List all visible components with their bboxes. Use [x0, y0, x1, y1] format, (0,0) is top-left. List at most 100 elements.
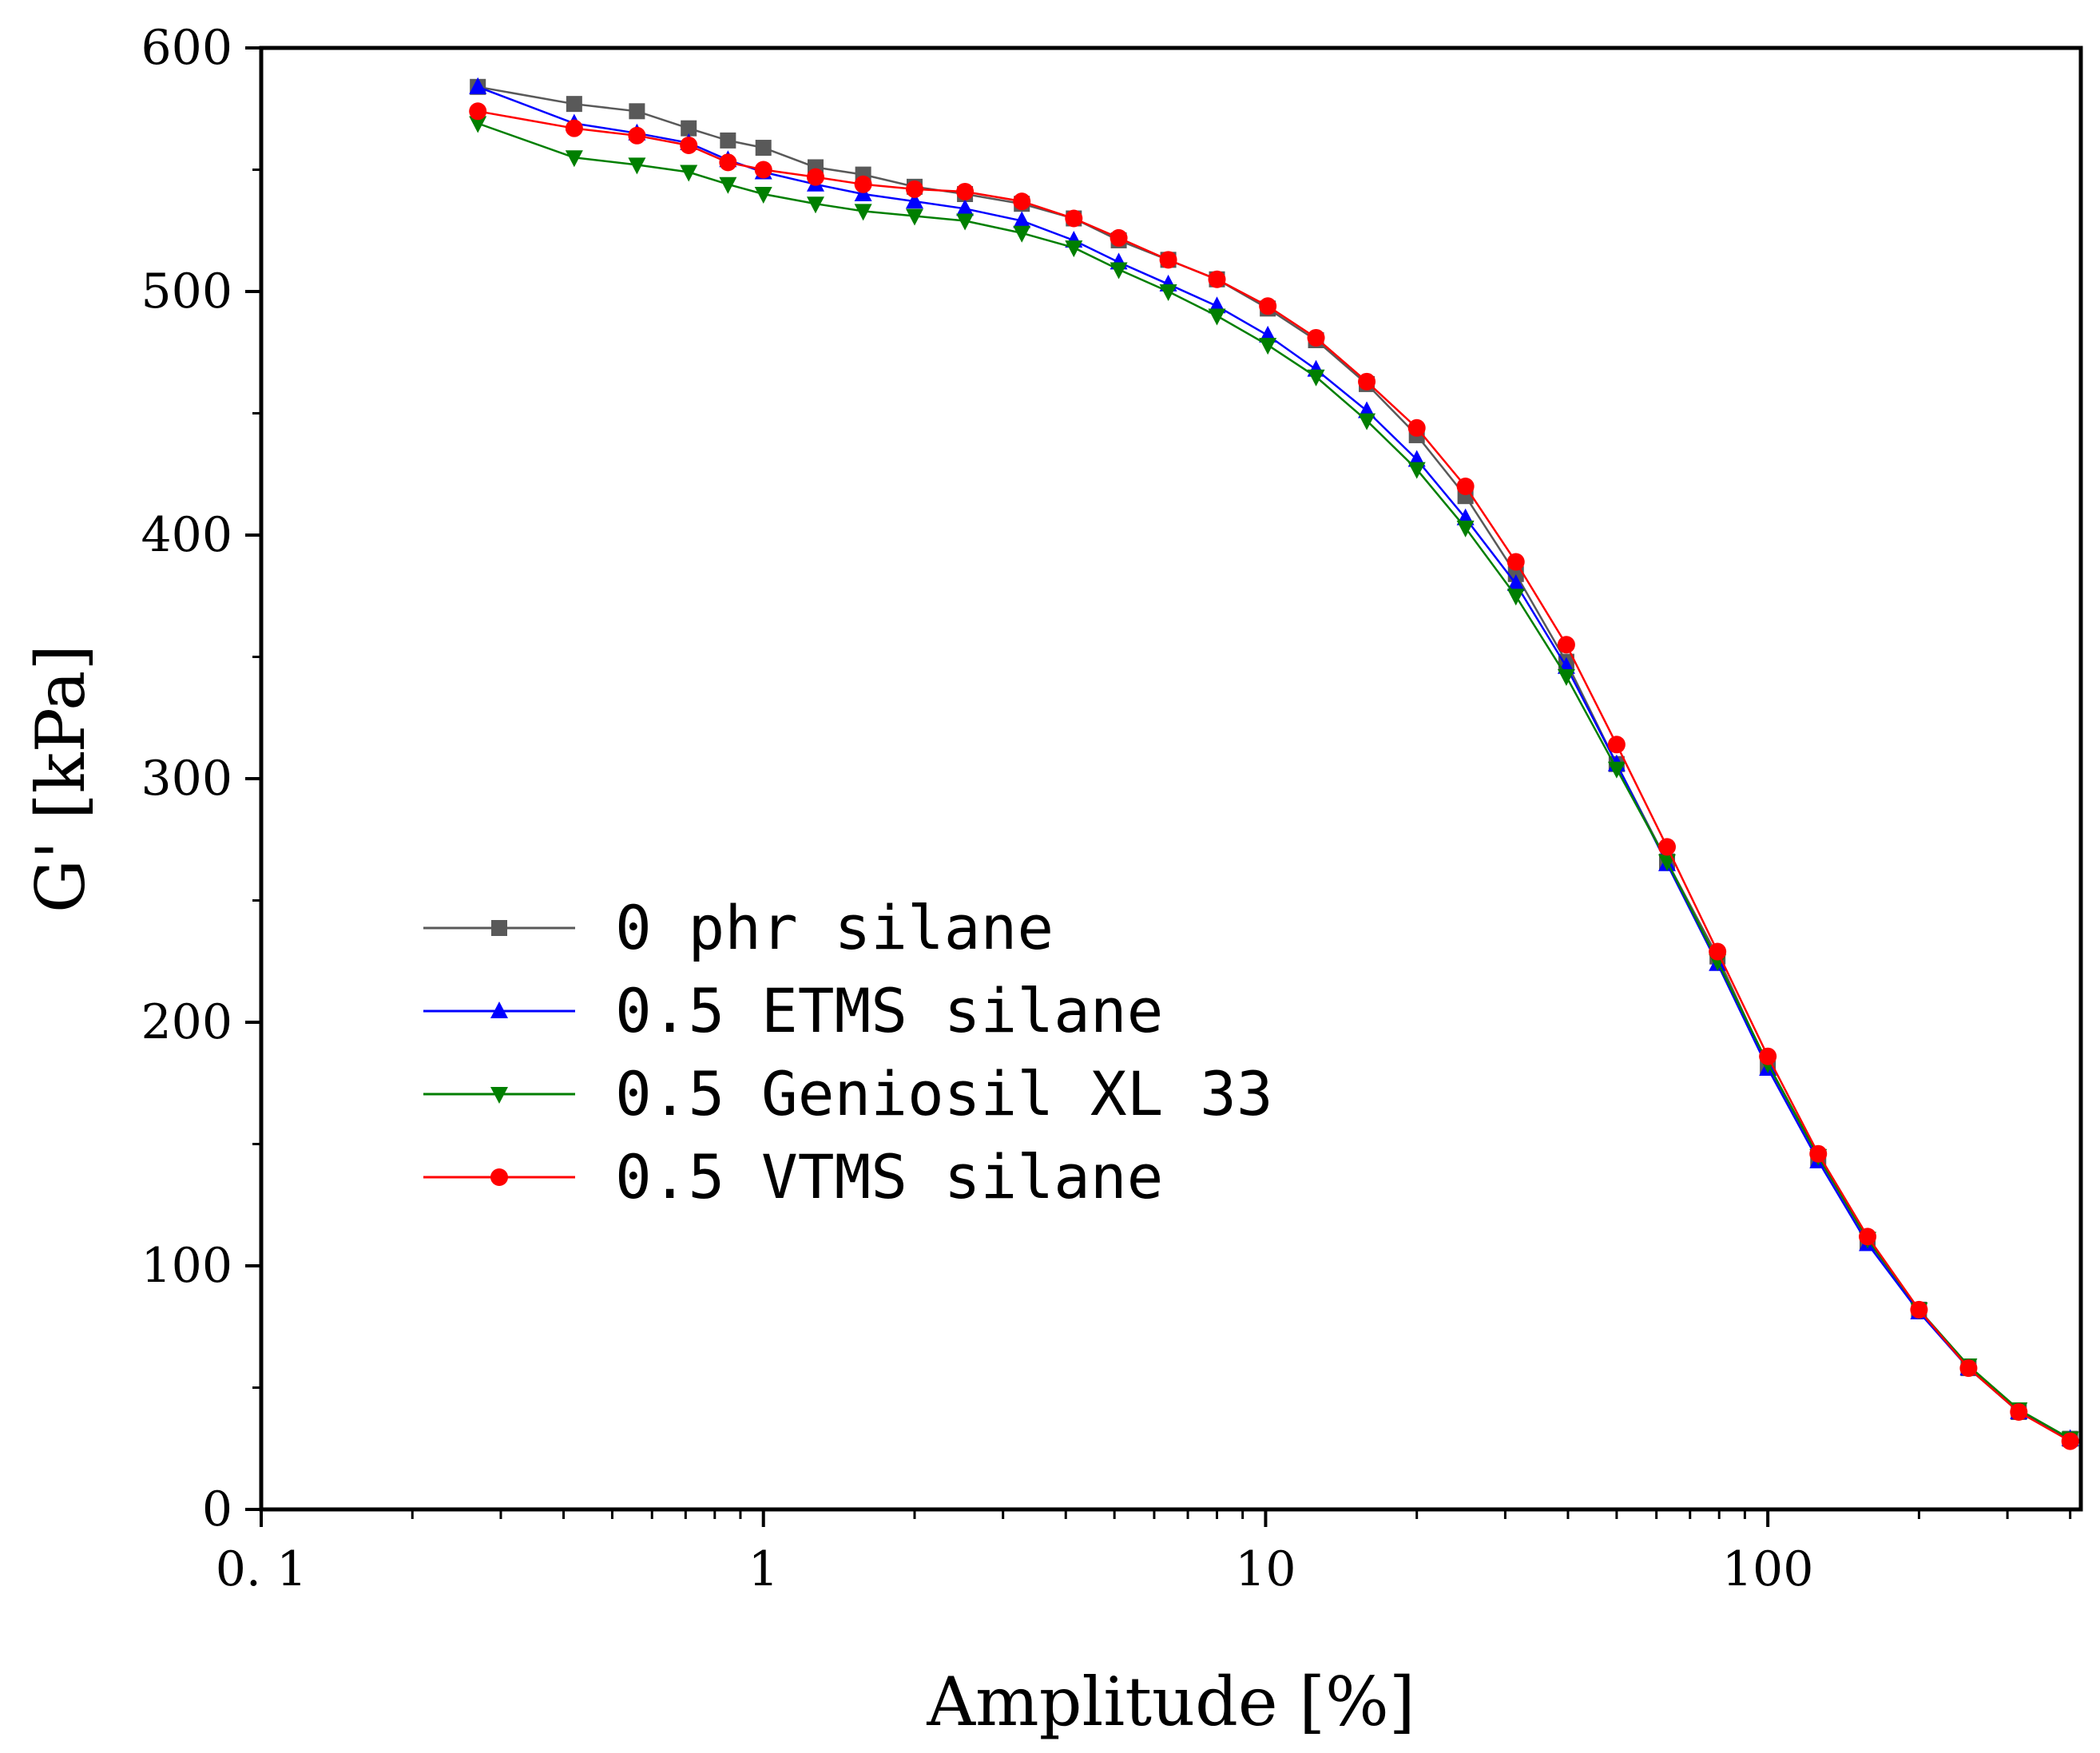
data-point	[1607, 736, 1626, 754]
y-tick-label: 600	[141, 20, 232, 76]
data-point	[956, 199, 975, 216]
series-line	[477, 85, 2071, 1440]
data-point	[806, 196, 824, 214]
data-point	[1507, 574, 1525, 591]
data-point	[1159, 251, 1177, 269]
legend-marker	[491, 920, 507, 936]
data-point	[719, 176, 737, 194]
legend-marker	[490, 1087, 508, 1104]
y-tick-label: 300	[141, 751, 232, 807]
legend-entry: 0.5 ETMS silane	[423, 975, 1163, 1046]
data-point	[469, 116, 487, 133]
data-point	[1859, 1227, 1877, 1246]
legend-marker	[490, 1168, 508, 1186]
data-point	[1307, 369, 1325, 387]
data-point	[754, 187, 772, 204]
data-point	[1910, 1300, 1928, 1319]
legend: 0 phr silane 0.5 ETMS silane 0.5 Geniosil …	[423, 892, 1273, 1212]
y-tick-label: 0	[202, 1481, 232, 1537]
data-point	[1557, 668, 1575, 686]
data-point	[1110, 262, 1128, 280]
data-point	[1709, 942, 1727, 961]
data-point	[719, 153, 737, 172]
data-point	[1607, 761, 1626, 779]
data-point	[1407, 462, 1426, 479]
data-point	[1159, 284, 1177, 301]
data-point	[469, 77, 487, 94]
data-point	[469, 102, 487, 121]
data-point	[905, 180, 923, 198]
data-point	[2061, 1432, 2079, 1450]
data-point	[1013, 211, 1031, 228]
data-point	[1959, 1359, 1978, 1378]
legend-label: 0 phr silane	[615, 892, 1054, 963]
data-point	[628, 126, 646, 145]
data-point	[1065, 240, 1083, 258]
x-tick-label: 100	[1722, 1541, 1814, 1597]
data-point	[1456, 520, 1475, 537]
data-point	[1358, 413, 1376, 430]
data-point	[1358, 372, 1376, 391]
y-tick-label: 500	[141, 264, 232, 319]
legend-marker	[490, 1001, 508, 1018]
data-point	[1456, 478, 1475, 495]
data-point	[566, 96, 582, 113]
series-layer	[469, 77, 2079, 1450]
y-tick-label: 100	[141, 1238, 232, 1294]
y-minor-ticks	[252, 169, 261, 1389]
data-point	[1259, 297, 1277, 315]
legend-label: 0.5 Geniosil XL 33	[615, 1058, 1273, 1129]
data-point	[1657, 838, 1676, 856]
data-point	[806, 168, 824, 186]
data-point	[1013, 225, 1031, 243]
data-point	[680, 137, 698, 154]
data-point	[854, 204, 872, 221]
data-point	[1759, 1047, 1777, 1065]
data-point	[1507, 589, 1525, 606]
data-point	[720, 132, 736, 149]
data-point	[956, 213, 975, 231]
data-point	[1208, 270, 1226, 288]
data-point	[565, 119, 583, 137]
x-tick-label: 0. 1	[216, 1541, 308, 1597]
data-point	[1407, 418, 1426, 437]
data-point	[1557, 636, 1575, 654]
data-point	[905, 192, 923, 209]
data-point	[2010, 1403, 2028, 1421]
y-axis-title: G' [kPa]	[22, 644, 100, 913]
data-point	[1507, 553, 1525, 571]
data-point	[628, 157, 646, 175]
series-line	[477, 85, 2071, 1440]
data-point	[755, 140, 772, 157]
x-tick-label: 1	[748, 1541, 779, 1597]
series-4	[469, 102, 2079, 1450]
x-axis-title: Amplitude [%]	[926, 1663, 1415, 1741]
x-tick-label: 10	[1235, 1541, 1296, 1597]
series-2	[469, 77, 2079, 1446]
data-point	[1110, 228, 1128, 247]
legend-label: 0.5 ETMS silane	[615, 975, 1163, 1046]
data-point	[1208, 308, 1226, 326]
data-point	[565, 150, 583, 168]
legend-label: 0.5 VTMS silane	[615, 1141, 1163, 1212]
data-point	[1307, 328, 1325, 347]
x-minor-ticks	[411, 1509, 2072, 1519]
series-1	[470, 78, 2078, 1447]
legend-entry: 0.5 Geniosil XL 33	[423, 1058, 1273, 1129]
data-point	[681, 120, 697, 137]
y-axis: 0 100 200 300 400 500 600	[141, 20, 261, 1537]
y-tick-label: 200	[141, 994, 232, 1050]
data-point	[1013, 192, 1031, 211]
data-point	[1259, 338, 1277, 355]
data-point	[1657, 854, 1676, 871]
data-point	[905, 208, 923, 226]
data-point	[680, 165, 698, 182]
data-point	[956, 182, 975, 200]
series-line	[477, 122, 2071, 1440]
data-point	[629, 103, 645, 120]
data-point	[1065, 209, 1083, 228]
x-axis: 0. 1 1 10 100	[216, 1509, 1814, 1597]
legend-entry: 0 phr silane	[423, 892, 1054, 963]
y-tick-label: 400	[141, 507, 232, 563]
